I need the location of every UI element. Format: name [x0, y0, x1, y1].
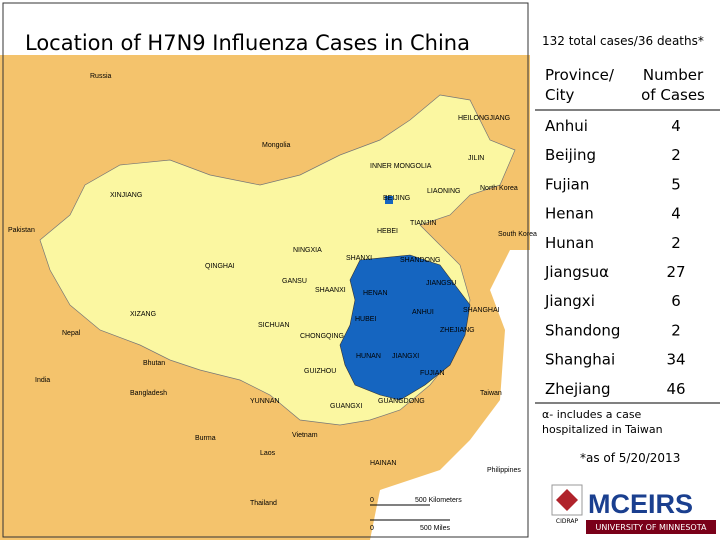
- map-label: NINGXIA: [293, 247, 322, 254]
- map-label: South Korea: [498, 231, 537, 238]
- map-label: GANSU: [282, 278, 307, 285]
- map-label: GUANGDONG: [378, 398, 425, 405]
- map-label: Thailand: [250, 500, 277, 507]
- map-label: XIZANG: [130, 311, 156, 318]
- province: Jiangxi: [544, 292, 595, 310]
- scale-label: 0: [370, 525, 374, 532]
- province: Hunan: [545, 234, 594, 252]
- scale-label: 0: [370, 497, 374, 504]
- map-label: ZHEJIANG: [440, 327, 475, 334]
- map-label: TIANJIN: [410, 220, 436, 227]
- map-label: Taiwan: [480, 390, 502, 397]
- map-label: Bhutan: [143, 360, 165, 367]
- scale-label: 500 Kilometers: [415, 497, 462, 504]
- province: Jiangsuα: [544, 263, 609, 281]
- table-header: Province/City: [545, 66, 615, 104]
- map-label: Laos: [260, 450, 276, 457]
- note-alpha: α- includes a case hospitalized in Taiwa…: [542, 408, 663, 436]
- case-count: 5: [671, 175, 681, 193]
- map-label: HUNAN: [356, 353, 381, 360]
- map-label: JIANGXI: [392, 353, 419, 360]
- scale-label: 500 Miles: [420, 525, 450, 532]
- map-label: Vietnam: [292, 432, 318, 439]
- map-label: YUNNAN: [250, 398, 280, 405]
- affected-provinces: [339, 254, 471, 401]
- province: Henan: [545, 205, 594, 223]
- map-label: Russia: [90, 73, 112, 80]
- case-count: 4: [671, 117, 681, 135]
- map-label: Philippines: [487, 467, 521, 474]
- case-count: 2: [671, 321, 681, 339]
- map-label: North Korea: [480, 185, 518, 192]
- map-label: INNER MONGOLIA: [370, 163, 432, 170]
- case-count: 6: [671, 292, 681, 310]
- university: UNIVERSITY OF MINNESOTA: [596, 523, 707, 532]
- case-count: 2: [671, 146, 681, 164]
- map-frame: [2, 2, 529, 538]
- province: Anhui: [545, 117, 588, 135]
- map-label: SHANXI: [346, 255, 372, 262]
- map-label: SHANDONG: [400, 257, 440, 264]
- map-label: HEILONGJIANG: [458, 115, 510, 122]
- map-label: SICHUAN: [258, 322, 290, 329]
- map-label: QINGHAI: [205, 263, 235, 270]
- title-band: [0, 0, 530, 55]
- map-label: Burma: [195, 435, 216, 442]
- map-label: JIANGSU: [426, 280, 456, 287]
- map-label: BEIJING: [383, 195, 410, 202]
- badge-icon: [556, 489, 578, 511]
- map-label: Bangladesh: [130, 390, 167, 397]
- map-label: FUJIAN: [420, 370, 445, 377]
- province: Zhejiang: [545, 380, 611, 398]
- map-label: XINJIANG: [110, 192, 142, 199]
- summary: 132 total cases/36 deaths*: [542, 34, 704, 48]
- map-title: Location of H7N9 Influenza Cases in Chin…: [25, 31, 470, 55]
- badge-text: CIDRAP: [556, 518, 579, 525]
- table-header: Number of Cases: [641, 66, 705, 104]
- map-label: SHANGHAI: [463, 307, 500, 314]
- map-label: LIAONING: [427, 188, 460, 195]
- case-count: 27: [666, 263, 685, 281]
- map-label: India: [35, 377, 50, 384]
- province: Fujian: [545, 175, 589, 193]
- map-label: HENAN: [363, 290, 388, 297]
- province: Shanghai: [545, 351, 615, 369]
- case-count: 4: [671, 205, 681, 223]
- map-label: HAINAN: [370, 460, 396, 467]
- province: Beijing: [545, 146, 596, 164]
- map-label: Mongolia: [262, 142, 291, 149]
- province: Shandong: [545, 321, 620, 339]
- university-band: [586, 520, 716, 534]
- map-label: CHONGQING: [300, 333, 344, 340]
- map-label: Pakistan: [8, 227, 35, 234]
- case-count: 34: [666, 351, 685, 369]
- note-asof: *as of 5/20/2013: [580, 451, 680, 465]
- case-count: 2: [671, 234, 681, 252]
- logo-name: MCEIRS: [588, 489, 693, 519]
- map-label: HUBEI: [355, 316, 376, 323]
- case-count: 46: [666, 380, 685, 398]
- sea: [370, 250, 530, 540]
- map-label: GUANGXI: [330, 403, 362, 410]
- map-label: SHAANXI: [315, 287, 346, 294]
- map-label: Nepal: [62, 330, 81, 337]
- map-label: ANHUI: [412, 309, 434, 316]
- beijing-area: [385, 196, 393, 204]
- map-label: JILIN: [468, 155, 484, 162]
- map-label: HEBEI: [377, 228, 398, 235]
- map-label: GUIZHOU: [304, 368, 336, 375]
